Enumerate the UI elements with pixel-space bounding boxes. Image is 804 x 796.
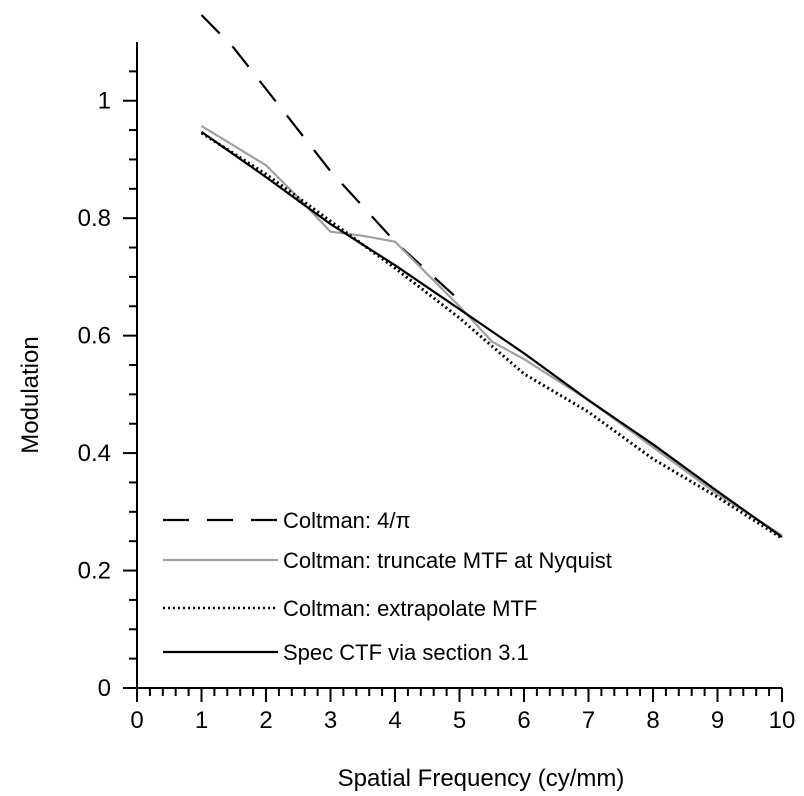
x-tick-label: 6 bbox=[517, 707, 530, 734]
x-tick-label: 1 bbox=[195, 707, 208, 734]
y-tick-label: 0.4 bbox=[78, 440, 111, 467]
legend-label-3: Coltman: extrapolate MTF bbox=[283, 596, 537, 621]
legend-label-2: Coltman: truncate MTF at Nyquist bbox=[283, 548, 612, 573]
series-line-1 bbox=[200, 14, 461, 302]
y-axis-title: Modulation bbox=[17, 336, 44, 453]
tick-labels: 0 1 2 3 4 5 6 7 8 9 10 0 0.2 0.4 0.6 0.8 1 bbox=[78, 88, 796, 734]
x-tick-label: 5 bbox=[453, 707, 466, 734]
x-tick-label: 2 bbox=[259, 707, 272, 734]
legend-label-1: Coltman: 4/π bbox=[283, 508, 411, 533]
axes bbox=[136, 42, 782, 689]
x-tick-label: 3 bbox=[324, 707, 337, 734]
y-tick-label: 0.6 bbox=[78, 323, 111, 350]
series-line-4 bbox=[200, 130, 783, 538]
y-tick-label: 0.8 bbox=[78, 205, 111, 232]
x-axis-title: Spatial Frequency (cy/mm) bbox=[338, 765, 625, 792]
series-line-3 bbox=[200, 131, 783, 540]
y-tick-label: 0.2 bbox=[78, 558, 111, 585]
x-tick-label: 4 bbox=[388, 707, 401, 734]
x-tick-label: 10 bbox=[769, 707, 796, 734]
ticks bbox=[123, 70, 783, 702]
y-tick-label: 0 bbox=[98, 675, 111, 702]
x-tick-label: 9 bbox=[711, 707, 724, 734]
x-tick-label: 8 bbox=[646, 707, 659, 734]
x-tick-label: 0 bbox=[130, 707, 143, 734]
legend-label-4: Spec CTF via section 3.1 bbox=[283, 640, 529, 665]
legend: Coltman: 4/π Coltman: truncate MTF at Nyq… bbox=[163, 508, 612, 665]
x-tick-label: 7 bbox=[582, 707, 595, 734]
y-tick-label: 1 bbox=[98, 88, 111, 115]
series-lines bbox=[200, 14, 783, 540]
